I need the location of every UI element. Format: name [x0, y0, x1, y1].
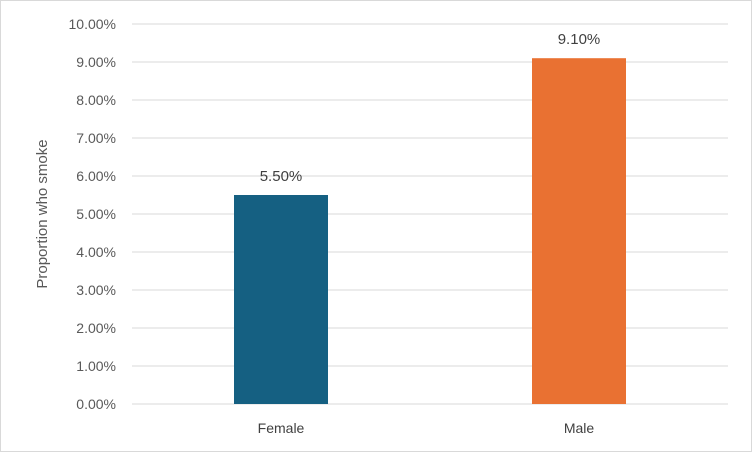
y-tick-label: 8.00% — [76, 92, 116, 108]
y-tick-label: 0.00% — [76, 396, 116, 412]
y-tick-label: 2.00% — [76, 320, 116, 336]
data-label-male: 9.10% — [558, 31, 601, 48]
bar-female — [234, 195, 328, 404]
y-tick-label: 6.00% — [76, 168, 116, 184]
y-tick-label: 1.00% — [76, 358, 116, 374]
x-axis-categories: Female Male — [258, 420, 595, 436]
category-label-male: Male — [564, 420, 595, 436]
gridlines — [132, 23, 728, 405]
data-labels: 5.50% 9.10% — [260, 31, 601, 185]
data-label-female: 5.50% — [260, 168, 303, 185]
y-tick-label: 10.00% — [69, 16, 116, 32]
category-label-female: Female — [258, 420, 305, 436]
y-tick-label: 3.00% — [76, 282, 116, 298]
bar-male — [532, 58, 626, 404]
bars — [234, 58, 626, 404]
y-axis-title: Proportion who smoke — [34, 139, 51, 288]
y-tick-label: 7.00% — [76, 130, 116, 146]
y-axis-ticks: 0.00% 1.00% 2.00% 3.00% 4.00% 5.00% 6.00% 7.00%… — [69, 16, 116, 412]
y-tick-label: 9.00% — [76, 54, 116, 70]
y-tick-label: 4.00% — [76, 244, 116, 260]
y-tick-label: 5.00% — [76, 206, 116, 222]
